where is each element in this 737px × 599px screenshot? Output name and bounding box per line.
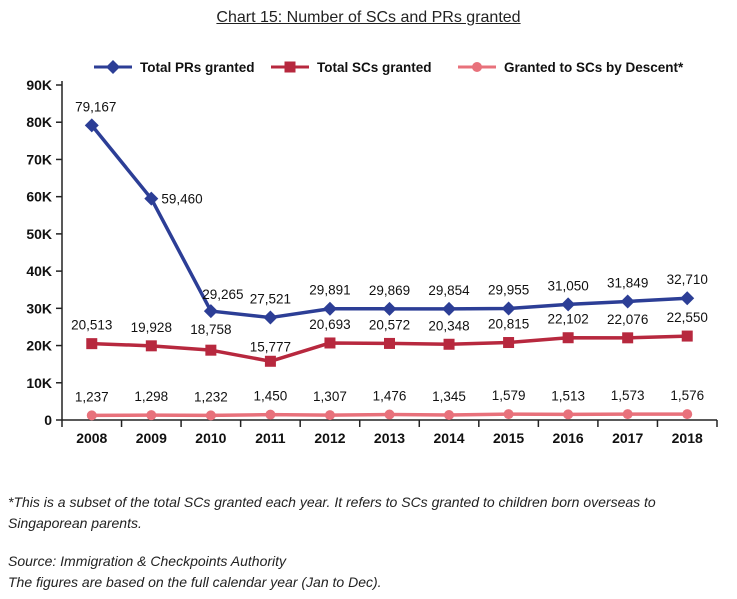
data-label: 20,513 <box>71 318 112 333</box>
y-tick-label: 20K <box>26 338 52 354</box>
x-tick-label: 2009 <box>136 430 167 446</box>
y-tick-label: 70K <box>26 151 52 167</box>
data-point-granted-to-scs-by-descent <box>682 409 693 420</box>
x-tick-label: 2017 <box>612 430 643 446</box>
data-label: 20,572 <box>369 317 410 332</box>
data-label: 29,869 <box>369 283 410 298</box>
line-chart: 0 10K 20K 30K 40K 50K 60K 70K 80K 90K 2008 2009 2010… <box>26 60 718 446</box>
legend-marker-granted-to-scs-by-descent <box>472 62 482 72</box>
data-point-total-scs-granted <box>503 337 515 349</box>
legend-label-total-prs-granted: Total PRs granted <box>140 60 255 75</box>
data-label: 79,167 <box>75 99 116 114</box>
x-tick-label: 2015 <box>493 430 524 446</box>
legend-marker-total-scs-granted <box>284 61 296 73</box>
data-label: 31,050 <box>547 278 588 293</box>
data-point-granted-to-scs-by-descent <box>265 409 276 420</box>
data-label: 29,891 <box>309 283 350 298</box>
legend-marker-total-prs-granted <box>106 60 120 74</box>
data-label: 1,513 <box>551 388 585 403</box>
data-point-granted-to-scs-by-descent <box>86 410 97 421</box>
data-point-total-scs-granted <box>562 332 574 344</box>
x-tick-label: 2011 <box>255 430 286 446</box>
data-label: 15,777 <box>250 339 291 354</box>
x-tick-label: 2013 <box>374 430 405 446</box>
data-label: 1,579 <box>492 388 526 403</box>
data-label: 1,345 <box>432 389 466 404</box>
data-point-granted-to-scs-by-descent <box>444 409 455 420</box>
data-point-granted-to-scs-by-descent <box>622 409 633 420</box>
data-point-total-scs-granted <box>622 332 634 344</box>
y-tick-label: 0 <box>44 412 52 428</box>
data-label: 20,693 <box>309 317 350 332</box>
data-point-total-prs-granted <box>203 304 218 319</box>
data-label: 18,758 <box>190 322 231 337</box>
data-point-total-scs-granted <box>264 355 276 367</box>
data-point-total-prs-granted <box>561 297 576 312</box>
data-point-total-prs-granted <box>501 301 516 316</box>
data-label: 22,550 <box>667 310 708 325</box>
data-point-total-scs-granted <box>86 338 98 350</box>
y-tick-label: 50K <box>26 226 52 242</box>
data-label: 1,573 <box>611 388 645 403</box>
data-label: 1,576 <box>670 388 704 403</box>
chart-title: Chart 15: Number of SCs and PRs granted <box>216 9 521 26</box>
data-label: 1,476 <box>373 389 407 404</box>
legend-label-granted-to-scs-by-descent: Granted to SCs by Descent* <box>504 60 684 75</box>
data-point-total-scs-granted <box>681 330 693 342</box>
data-point-total-prs-granted <box>322 301 337 316</box>
legend-label-total-scs-granted: Total SCs granted <box>317 60 432 75</box>
data-label: 1,232 <box>194 389 228 404</box>
data-point-total-scs-granted <box>324 337 336 349</box>
figures-note: The figures are based on the full calend… <box>8 574 382 590</box>
data-point-total-prs-granted <box>382 301 397 316</box>
x-tick-label: 2018 <box>672 430 703 446</box>
data-label: 20,348 <box>428 318 469 333</box>
data-label: 32,710 <box>667 272 708 287</box>
data-label: 20,815 <box>488 317 529 332</box>
x-tick-label: 2012 <box>314 430 345 446</box>
y-tick-label: 90K <box>26 77 52 93</box>
data-point-total-scs-granted <box>443 338 455 350</box>
data-point-granted-to-scs-by-descent <box>324 410 335 421</box>
data-point-granted-to-scs-by-descent <box>205 410 216 421</box>
data-label: 27,521 <box>250 292 291 307</box>
x-tick-label: 2008 <box>76 430 107 446</box>
data-point-total-prs-granted <box>680 291 695 306</box>
source-note: Source: Immigration & Checkpoints Author… <box>8 553 287 569</box>
data-label: 29,955 <box>488 283 529 298</box>
data-label: 29,854 <box>428 283 470 298</box>
data-label: 31,849 <box>607 275 648 290</box>
y-tick-label: 30K <box>26 300 52 316</box>
y-tick-label: 40K <box>26 263 52 279</box>
data-point-total-prs-granted <box>620 294 635 309</box>
data-point-total-prs-granted <box>263 310 278 325</box>
footnote: *This is a subset of the total SCs grant… <box>8 494 656 531</box>
data-point-granted-to-scs-by-descent <box>146 410 157 421</box>
data-label: 22,102 <box>547 312 588 327</box>
y-tick-label: 80K <box>26 114 52 130</box>
data-point-total-scs-granted <box>145 340 157 352</box>
y-tick-label: 10K <box>26 375 52 391</box>
data-label: 29,265 <box>202 287 243 302</box>
data-label: 1,237 <box>75 389 109 404</box>
data-label: 1,298 <box>134 389 168 404</box>
x-tick-label: 2010 <box>195 430 226 446</box>
data-point-total-scs-granted <box>205 344 217 356</box>
data-point-total-prs-granted <box>442 301 457 316</box>
data-point-granted-to-scs-by-descent <box>563 409 574 420</box>
data-point-total-prs-granted <box>144 191 159 206</box>
y-tick-label: 60K <box>26 189 52 205</box>
data-label: 22,076 <box>607 312 648 327</box>
data-point-total-prs-granted <box>84 118 99 133</box>
data-label: 1,307 <box>313 389 347 404</box>
data-point-granted-to-scs-by-descent <box>503 409 514 420</box>
data-label: 59,460 <box>161 192 202 207</box>
x-tick-label: 2014 <box>433 430 464 446</box>
data-point-total-scs-granted <box>384 337 395 349</box>
data-point-granted-to-scs-by-descent <box>384 409 395 420</box>
data-label: 1,450 <box>254 389 288 404</box>
x-tick-label: 2016 <box>553 430 584 446</box>
data-label: 19,928 <box>131 320 172 335</box>
